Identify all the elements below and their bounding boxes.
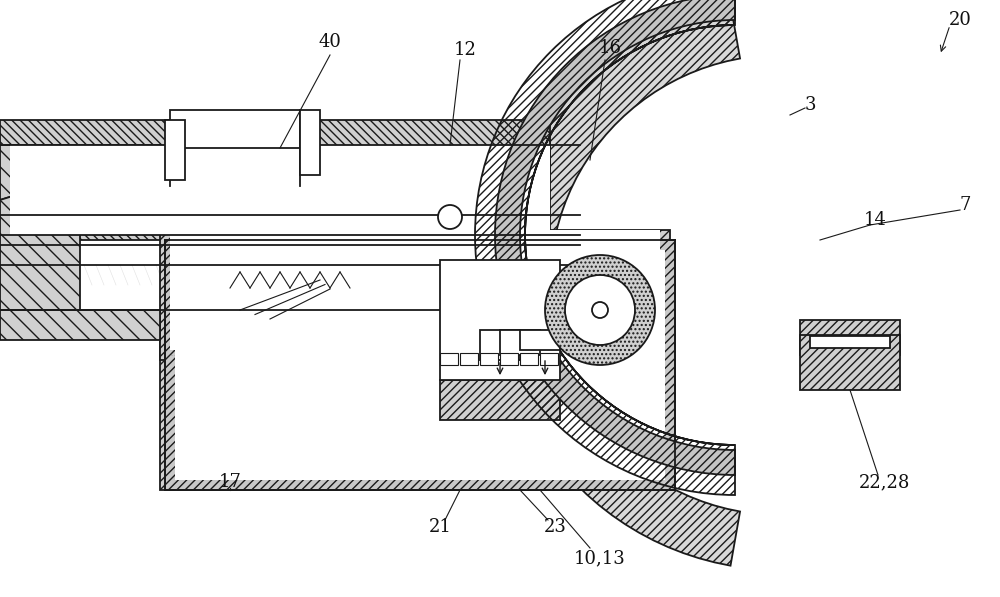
- Bar: [810, 336, 890, 348]
- Text: 23: 23: [544, 518, 566, 536]
- Bar: [520, 353, 538, 365]
- Text: 20: 20: [949, 11, 971, 29]
- Circle shape: [592, 302, 608, 318]
- Polygon shape: [495, 4, 740, 566]
- Bar: [800, 320, 900, 355]
- Text: 10,13: 10,13: [574, 549, 626, 567]
- Text: 12: 12: [454, 41, 476, 59]
- Bar: [170, 110, 300, 148]
- Bar: [160, 310, 660, 490]
- Text: 17: 17: [219, 473, 241, 491]
- Bar: [165, 120, 185, 180]
- Bar: [480, 330, 520, 360]
- Polygon shape: [0, 175, 80, 310]
- Text: 14: 14: [864, 211, 886, 229]
- Text: 3: 3: [804, 96, 816, 114]
- Bar: [540, 353, 558, 365]
- Text: 7: 7: [959, 196, 971, 214]
- Bar: [175, 250, 665, 480]
- Bar: [440, 260, 560, 380]
- Bar: [520, 330, 560, 350]
- Bar: [460, 353, 478, 365]
- Wedge shape: [495, 0, 735, 475]
- Bar: [480, 353, 498, 365]
- Polygon shape: [0, 145, 160, 200]
- Bar: [10, 145, 550, 235]
- Text: 16: 16: [598, 39, 622, 57]
- Bar: [440, 380, 560, 420]
- Bar: [440, 353, 458, 365]
- Bar: [160, 230, 670, 360]
- Circle shape: [545, 255, 655, 365]
- Text: 22,28: 22,28: [859, 473, 911, 491]
- Circle shape: [438, 205, 462, 229]
- Circle shape: [565, 275, 635, 345]
- Polygon shape: [0, 310, 160, 340]
- Bar: [0, 120, 200, 180]
- Text: 40: 40: [319, 33, 341, 51]
- Bar: [800, 335, 900, 390]
- Bar: [500, 353, 518, 365]
- Bar: [165, 240, 675, 490]
- Bar: [500, 330, 540, 355]
- Text: 21: 21: [429, 518, 451, 536]
- Bar: [0, 140, 550, 240]
- Wedge shape: [525, 25, 735, 445]
- Bar: [170, 230, 660, 350]
- Bar: [200, 120, 550, 180]
- Bar: [300, 110, 320, 175]
